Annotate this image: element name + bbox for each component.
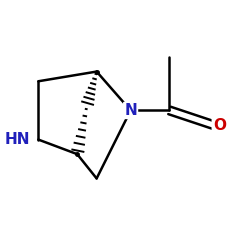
Text: N: N <box>124 103 137 118</box>
Text: HN: HN <box>5 132 30 147</box>
Text: O: O <box>213 118 226 132</box>
